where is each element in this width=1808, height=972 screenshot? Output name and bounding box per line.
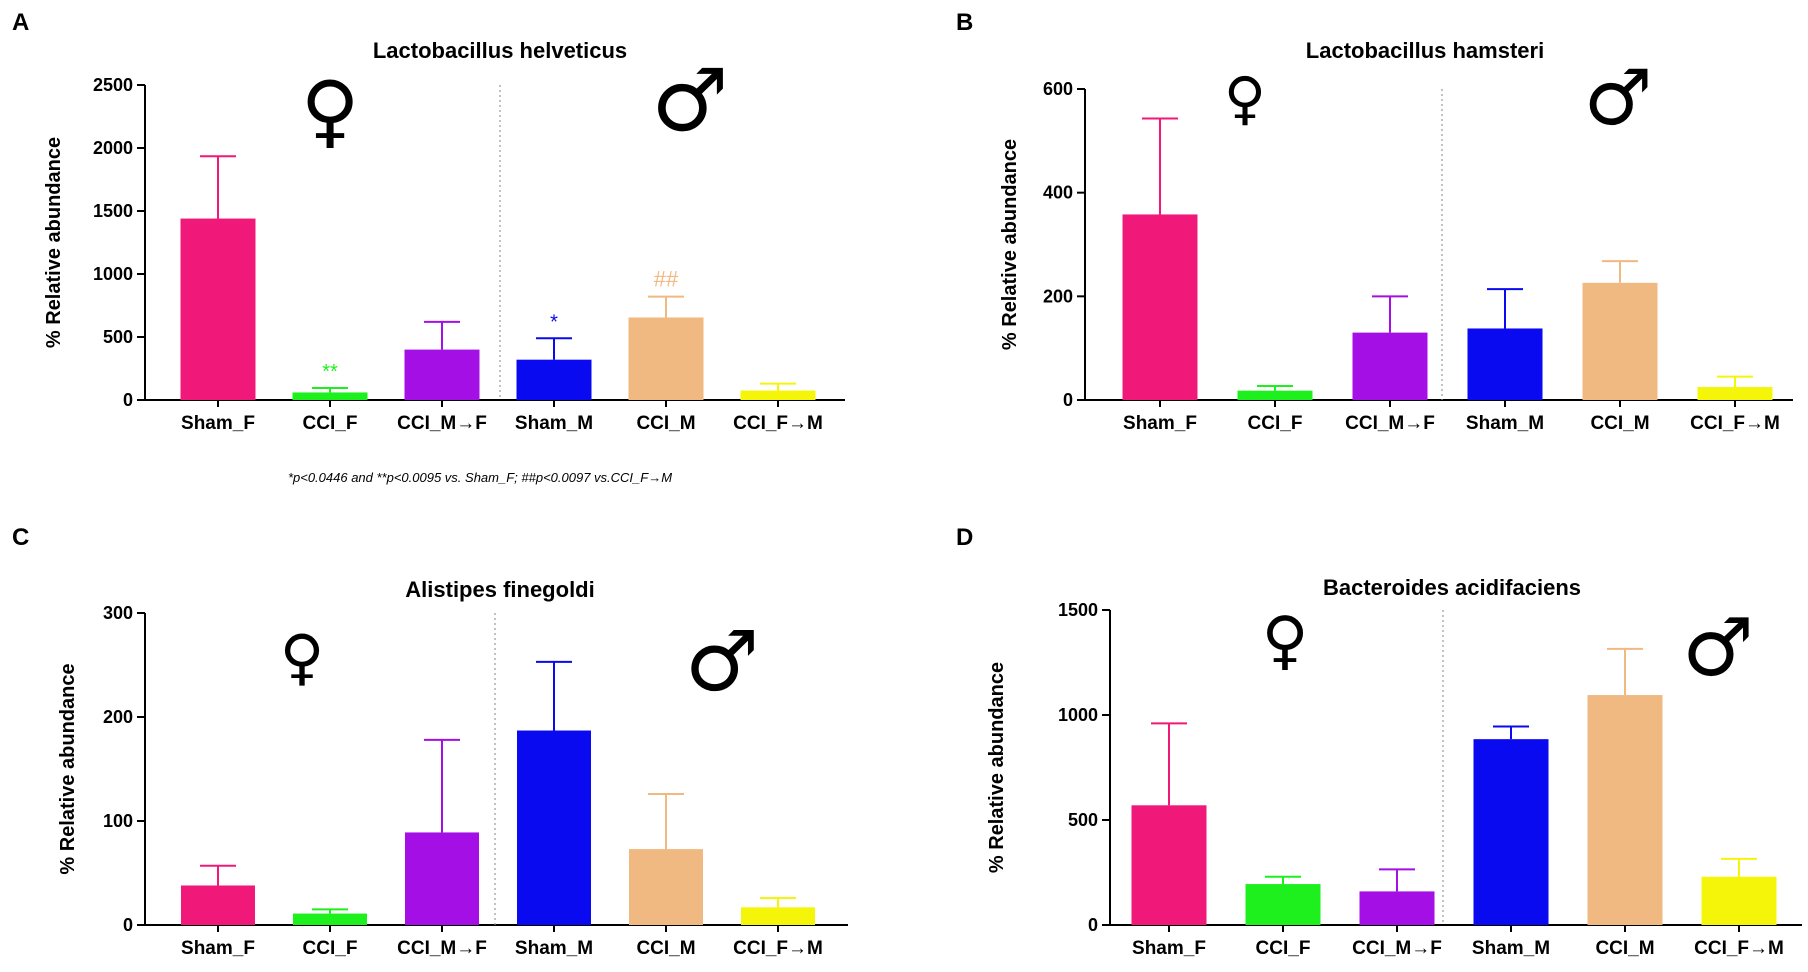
x-tick-label: Sham_F (1123, 413, 1197, 434)
x-tick-label: CCI_F→M (733, 413, 823, 434)
y-tick-label: 0 (123, 915, 133, 935)
bar-CCI_F→M (740, 390, 816, 400)
y-tick-label: 1000 (93, 264, 133, 284)
panel-letter: C (12, 524, 29, 551)
bar-Sham_M (1467, 328, 1543, 400)
y-tick-label: 500 (1068, 810, 1098, 830)
y-tick-label: 0 (1063, 390, 1073, 410)
x-tick-label: CCI_F→M (733, 938, 823, 959)
bar-Sham_F (1131, 805, 1207, 925)
bar-CCI_F→M (1701, 876, 1777, 925)
male-symbol-icon: ♂ (685, 613, 760, 710)
bar-CCI_F (292, 392, 368, 400)
bar-CCI_M (1582, 282, 1658, 400)
bar-CCI_F (1237, 390, 1313, 400)
y-tick-label: 300 (103, 603, 133, 623)
panel-C: C Alistipes finegoldi % Relative abundance… (12, 524, 848, 959)
y-tick-label: 1500 (93, 201, 133, 221)
bar-CCI_M→F (1359, 891, 1435, 925)
y-tick-label: 600 (1043, 79, 1073, 99)
x-tick-label: Sham_M (515, 938, 593, 959)
x-tick-label: CCI_M→F (397, 413, 487, 434)
significance-marker: ** (322, 361, 338, 383)
bar-CCI_M (629, 849, 703, 925)
x-tick-label: CCI_M→F (1345, 413, 1435, 434)
panel-A: A Lactobacillus helveticus % Relative abun… (12, 9, 845, 434)
bar-Sham_F (181, 885, 255, 925)
x-tick-label: Sham_M (515, 413, 593, 434)
bar-Sham_F (180, 218, 256, 400)
x-tick-label: CCI_M (1590, 413, 1649, 434)
bar-CCI_F→M (1697, 387, 1773, 400)
female-symbol-icon: ♀ (301, 64, 360, 157)
y-tick-label: 400 (1043, 183, 1073, 203)
male-symbol-icon: ♂ (651, 51, 728, 151)
panel-D: D Bacteroides acidifaciens % Relative abun… (956, 524, 1802, 959)
y-tick-label: 0 (123, 390, 133, 410)
bar-CCI_F→M (741, 907, 815, 925)
panel-letter: D (956, 524, 973, 551)
x-tick-label: CCI_M (1595, 938, 1654, 959)
male-symbol-icon: ♂ (1682, 601, 1754, 694)
y-tick-label: 0 (1088, 915, 1098, 935)
panel-letter: A (12, 9, 29, 36)
bar-CCI_F (1245, 884, 1321, 925)
male-symbol-icon: ♂ (1584, 54, 1653, 143)
x-tick-label: CCI_F→M (1690, 413, 1780, 434)
x-tick-label: Sham_F (1132, 938, 1206, 959)
x-tick-label: CCI_F→M (1694, 938, 1784, 959)
panel-B: B Lactobacillus hamsteri % Relative abunda… (956, 9, 1793, 434)
y-axis-label: % Relative abundance (986, 662, 1008, 873)
significance-marker: ## (654, 267, 679, 292)
bar-CCI_M (628, 317, 704, 400)
x-tick-label: CCI_M→F (397, 938, 487, 959)
y-tick-label: 200 (1043, 286, 1073, 306)
bar-Sham_M (517, 730, 591, 925)
y-axis-label: % Relative abundance (57, 663, 79, 874)
y-axis-label: % Relative abundance (999, 139, 1021, 350)
x-tick-label: CCI_M (636, 413, 695, 434)
female-symbol-icon: ♀ (280, 623, 325, 693)
y-tick-label: 200 (103, 707, 133, 727)
y-tick-label: 500 (103, 327, 133, 347)
female-symbol-icon: ♀ (1224, 65, 1266, 132)
x-tick-label: Sham_F (181, 938, 255, 959)
female-symbol-icon: ♀ (1262, 604, 1309, 678)
x-tick-label: CCI_F (1248, 413, 1303, 434)
chart-title: Lactobacillus helveticus (373, 38, 627, 63)
bar-Sham_M (516, 359, 592, 400)
bar-Sham_M (1473, 739, 1549, 925)
x-tick-label: CCI_F (303, 938, 358, 959)
bar-CCI_M (1587, 695, 1663, 925)
y-tick-label: 100 (103, 811, 133, 831)
x-tick-label: Sham_M (1472, 938, 1550, 959)
chart-title: Bacteroides acidifaciens (1323, 575, 1581, 600)
bar-CCI_M→F (404, 349, 480, 400)
x-tick-label: Sham_M (1466, 413, 1544, 434)
chart-title: Lactobacillus hamsteri (1306, 38, 1544, 63)
bar-CCI_M→F (1352, 332, 1428, 400)
y-tick-label: 2500 (93, 75, 133, 95)
x-tick-label: Sham_F (181, 413, 255, 434)
y-tick-label: 2000 (93, 138, 133, 158)
bar-Sham_F (1122, 214, 1198, 400)
y-tick-label: 1000 (1058, 705, 1098, 725)
panel-letter: B (956, 9, 973, 36)
x-tick-label: CCI_F (303, 413, 358, 434)
x-tick-label: CCI_M→F (1352, 938, 1442, 959)
y-tick-label: 1500 (1058, 600, 1098, 620)
chart-title: Alistipes finegoldi (405, 577, 594, 602)
bar-CCI_F (293, 913, 367, 925)
x-tick-label: CCI_F (1256, 938, 1311, 959)
bar-CCI_M→F (405, 832, 479, 925)
x-tick-label: CCI_M (636, 938, 695, 959)
significance-marker: * (550, 311, 558, 333)
y-axis-label: % Relative abundance (43, 137, 65, 348)
footnote: *p<0.0446 and **p<0.0095 vs. Sham_F; ##p… (288, 470, 672, 485)
